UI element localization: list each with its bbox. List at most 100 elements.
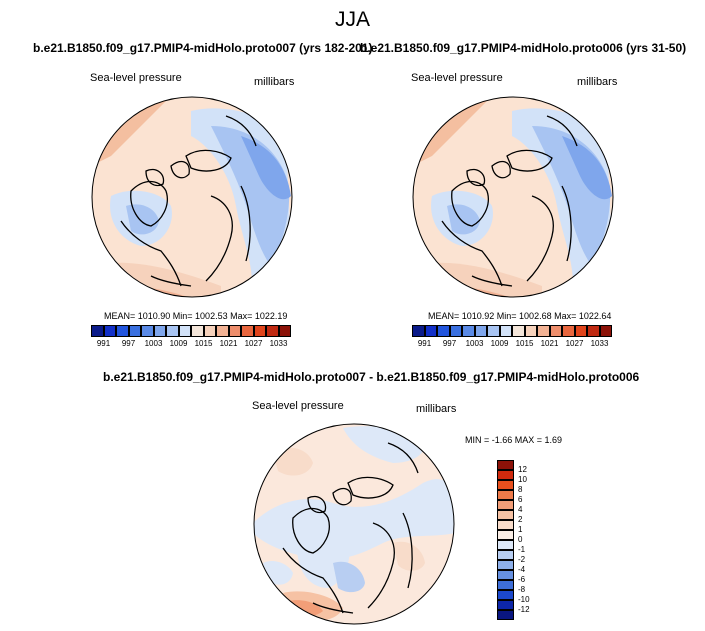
colorbar-swatch — [153, 325, 166, 337]
colorbar-swatch — [178, 325, 191, 337]
colorbar-swatch — [424, 325, 437, 337]
right-panel-title: b.e21.B1850.f09_g17.PMIP4-midHolo.proto0… — [360, 41, 687, 55]
colorbar-tick-label: 991 — [417, 339, 432, 348]
colorbar-swatch — [549, 325, 562, 337]
colorbar-swatch — [449, 325, 462, 337]
colorbar-swatch — [574, 325, 587, 337]
diff-colorbar-labels: 12 10 8 6 4 2 1 0 -1 -2 -4 -6 -8 -10 -12 — [518, 460, 548, 620]
colorbar-swatch — [216, 325, 229, 337]
colorbar-tick-label: 1009 — [169, 339, 188, 348]
colorbar-swatch — [497, 510, 514, 520]
right-colorbar-labels: 991 997 1003 1009 1015 1021 1027 1033 — [412, 339, 612, 349]
left-polar-map — [91, 96, 293, 298]
left-variable-label: Sea-level pressure — [90, 72, 182, 84]
colorbar-swatch — [497, 480, 514, 490]
colorbar-tick-label: 1015 — [194, 339, 213, 348]
colorbar-swatch — [437, 325, 450, 337]
colorbar-tick-label: 997 — [442, 339, 457, 348]
diff-stats: MIN = -1.66 MAX = 1.69 — [465, 435, 563, 445]
colorbar-tick-label: 991 — [96, 339, 111, 348]
colorbar-swatch — [462, 325, 475, 337]
colorbar-tick-label: 1033 — [269, 339, 288, 348]
colorbar-swatch — [412, 325, 425, 337]
right-polar-map — [412, 96, 614, 298]
colorbar-swatch — [497, 500, 514, 510]
season-title: JJA — [334, 8, 370, 31]
colorbar-tick-label: -4 — [518, 565, 526, 574]
colorbar-tick-label: -10 — [518, 595, 530, 604]
diff-variable-label: Sea-level pressure — [252, 400, 344, 412]
right-variable-label: Sea-level pressure — [411, 72, 503, 84]
colorbar-tick-label: -8 — [518, 585, 526, 594]
left-units-label: millibars — [254, 76, 295, 88]
colorbar-tick-label: 0 — [518, 535, 523, 544]
colorbar-tick-label: -2 — [518, 555, 526, 564]
colorbar-tick-label: 2 — [518, 515, 523, 524]
colorbar-swatch — [497, 470, 514, 480]
colorbar-swatch — [103, 325, 116, 337]
colorbar-tick-label: 6 — [518, 495, 523, 504]
colorbar-swatch — [487, 325, 500, 337]
colorbar-tick-label: 1003 — [465, 339, 484, 348]
left-panel-title: b.e21.B1850.f09_g17.PMIP4-midHolo.proto0… — [33, 41, 373, 55]
colorbar-tick-label: -1 — [518, 545, 526, 554]
colorbar-tick-label: 1 — [518, 525, 523, 534]
colorbar-tick-label: 1033 — [590, 339, 609, 348]
right-colorbar — [412, 325, 612, 337]
colorbar-swatch — [499, 325, 512, 337]
colorbar-swatch — [203, 325, 216, 337]
colorbar-swatch — [241, 325, 254, 337]
colorbar-swatch — [497, 550, 514, 560]
colorbar-swatch — [278, 325, 291, 337]
colorbar-swatch — [524, 325, 537, 337]
colorbar-swatch — [537, 325, 550, 337]
colorbar-tick-label: -12 — [518, 605, 530, 614]
colorbar-tick-label: -6 — [518, 575, 526, 584]
colorbar-swatch — [253, 325, 266, 337]
colorbar-swatch — [116, 325, 129, 337]
colorbar-swatch — [497, 530, 514, 540]
colorbar-swatch — [497, 540, 514, 550]
colorbar-swatch — [497, 520, 514, 530]
colorbar-swatch — [562, 325, 575, 337]
colorbar-swatch — [474, 325, 487, 337]
colorbar-swatch — [599, 325, 612, 337]
colorbar-swatch — [497, 600, 514, 610]
colorbar-swatch — [497, 580, 514, 590]
colorbar-swatch — [128, 325, 141, 337]
colorbar-swatch — [497, 570, 514, 580]
colorbar-swatch — [497, 610, 514, 620]
diff-polar-map — [253, 423, 455, 625]
colorbar-tick-label: 1015 — [515, 339, 534, 348]
colorbar-tick-label: 1003 — [144, 339, 163, 348]
colorbar-swatch — [512, 325, 525, 337]
colorbar-swatch — [587, 325, 600, 337]
colorbar-tick-label: 997 — [121, 339, 136, 348]
colorbar-swatch — [91, 325, 104, 337]
colorbar-tick-label: 1009 — [490, 339, 509, 348]
colorbar-swatch — [497, 590, 514, 600]
colorbar-tick-label: 1021 — [540, 339, 559, 348]
colorbar-tick-label: 4 — [518, 505, 523, 514]
colorbar-swatch — [497, 560, 514, 570]
left-stats: MEAN= 1010.90 Min= 1002.53 Max= 1022.19 — [104, 311, 288, 321]
colorbar-swatch — [141, 325, 154, 337]
colorbar-swatch — [166, 325, 179, 337]
right-units-label: millibars — [577, 76, 618, 88]
colorbar-tick-label: 1021 — [219, 339, 238, 348]
colorbar-swatch — [266, 325, 279, 337]
diff-panel-title: b.e21.B1850.f09_g17.PMIP4-midHolo.proto0… — [103, 370, 640, 384]
left-colorbar — [91, 325, 291, 337]
diff-colorbar — [497, 460, 514, 620]
right-stats: MEAN= 1010.92 Min= 1002.68 Max= 1022.64 — [428, 311, 612, 321]
colorbar-swatch — [228, 325, 241, 337]
left-colorbar-labels: 991 997 1003 1009 1015 1021 1027 1033 — [91, 339, 291, 349]
colorbar-tick-label: 1027 — [565, 339, 584, 348]
colorbar-tick-label: 1027 — [244, 339, 263, 348]
colorbar-swatch — [497, 460, 514, 470]
colorbar-swatch — [191, 325, 204, 337]
colorbar-tick-label: 10 — [518, 475, 527, 484]
diff-units-label: millibars — [416, 403, 457, 415]
colorbar-tick-label: 12 — [518, 465, 527, 474]
colorbar-swatch — [497, 490, 514, 500]
